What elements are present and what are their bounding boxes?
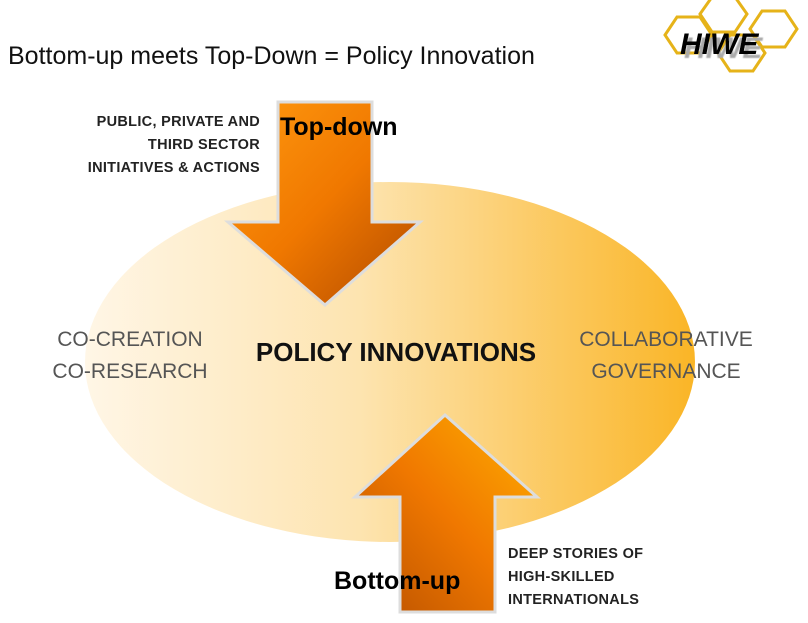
top-down-arrow	[223, 100, 424, 307]
note-line: HIGH-SKILLED	[508, 569, 615, 585]
side-line: GOVERNANCE	[591, 360, 741, 383]
hiwe-logo: HIWE	[663, 0, 799, 73]
top-down-note: PUBLIC, PRIVATE AND THIRD SECTOR INITIAT…	[88, 111, 260, 180]
left-side-label: CO-CREATION CO-RESEARCH	[40, 324, 220, 388]
note-line: INTERNATIONALS	[508, 592, 640, 608]
side-line: CO-CREATION	[57, 328, 203, 351]
policy-ellipse	[85, 182, 695, 542]
note-line: PUBLIC, PRIVATE AND	[96, 114, 260, 130]
note-line: THIRD SECTOR	[147, 137, 260, 153]
note-line: DEEP STORIES OF	[508, 546, 644, 562]
bottom-up-arrow	[351, 412, 541, 614]
side-line: CO-RESEARCH	[52, 360, 208, 383]
center-label: POLICY INNOVATIONS	[255, 337, 537, 367]
note-line: INITIATIVES & ACTIONS	[87, 160, 260, 176]
top-down-label: Top-down	[280, 113, 398, 141]
bottom-up-label: Bottom-up	[334, 567, 461, 595]
bottom-up-note: DEEP STORIES OF HIGH-SKILLED INTERNATION…	[508, 543, 643, 612]
right-side-label: COLLABORATIVE GOVERNANCE	[574, 324, 758, 388]
side-line: COLLABORATIVE	[579, 328, 753, 351]
logo-text: HIWE	[680, 28, 759, 61]
slide-title: Bottom-up meets Top-Down = Policy Innova…	[8, 42, 535, 70]
